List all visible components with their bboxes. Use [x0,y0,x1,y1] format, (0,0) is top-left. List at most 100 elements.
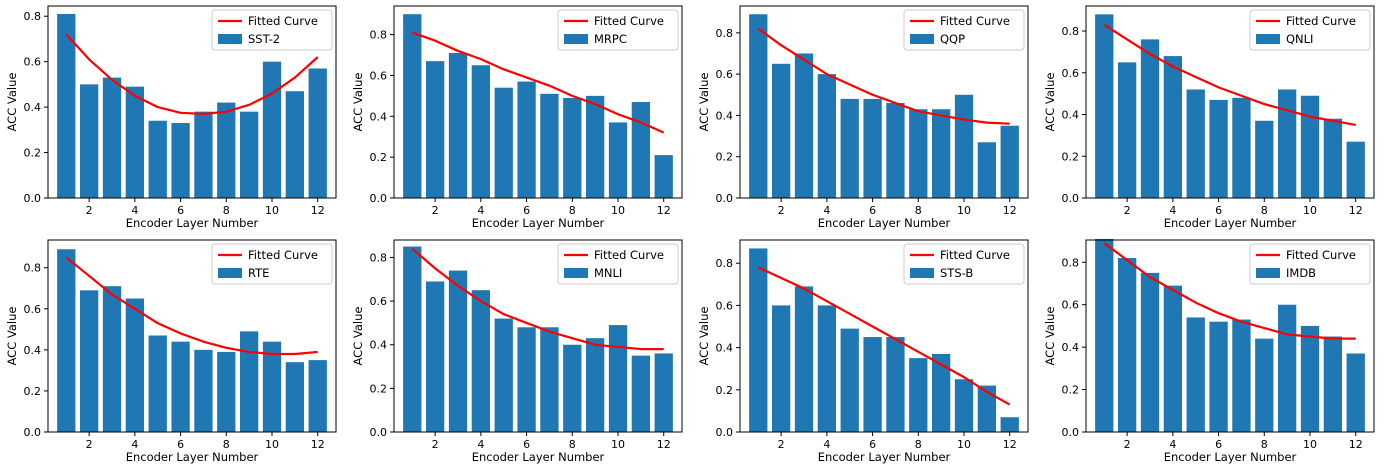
chart-panel: 0.0 0.2 0.4 0.6 0.8 2 4 6 8 10 12 Encoder Layer Num… [692,234,1038,468]
bar [125,298,144,432]
x-tick-label: 12 [657,204,671,217]
bar [1118,258,1137,432]
y-tick-label: 0.8 [24,10,42,23]
bar [772,63,791,199]
x-tick-label: 10 [611,204,625,217]
x-tick-label: 6 [1215,438,1222,451]
bar [1255,338,1274,432]
chart-svg: 0.0 0.2 0.4 0.6 0.8 2 4 6 8 10 12 Encoder Layer Num… [5,239,337,464]
bar [448,270,468,432]
bar [471,290,490,432]
y-tick-label: 0.6 [716,299,734,312]
chart-panel: 0.0 0.2 0.4 0.6 0.8 2 4 6 8 10 12 Encoder Layer Num… [1038,234,1384,468]
y-tick-label: 0.4 [1062,109,1080,122]
bar [1163,285,1182,432]
y-tick-label: 0.4 [716,342,734,355]
bar [749,248,768,432]
legend: Fitted Curve MNLI [557,243,679,285]
bar [954,379,974,432]
bar [540,327,559,432]
x-tick-label: 4 [131,204,138,217]
bar [1255,120,1274,198]
y-tick-label: 0.0 [1062,192,1080,205]
x-tick-label: 6 [177,438,184,451]
y-tick-label: 0.0 [24,426,42,439]
bar [217,102,236,198]
bar [1209,321,1228,432]
y-tick-label: 0.8 [1062,256,1080,269]
bar [403,246,422,432]
chart-panel: 0.0 0.2 0.4 0.6 0.8 2 4 6 8 10 12 Encoder Layer Num… [0,234,346,468]
y-tick-label: 0.6 [716,68,734,81]
legend-bar-swatch [1256,34,1280,44]
legend-series-label: RTE [248,266,269,280]
y-tick-label: 0.0 [24,192,42,205]
y-tick-label: 0.0 [716,192,734,205]
bar [817,74,836,198]
bar [308,360,327,432]
x-axis-label: Encoder Layer Number [126,450,259,464]
bar [148,335,167,432]
y-axis-label: ACC Value [351,73,365,132]
fitted-curve-line [65,33,319,116]
bar [1095,238,1114,432]
bar [194,111,213,198]
bar [426,61,445,199]
bar [448,52,468,199]
x-tick-label: 4 [477,438,484,451]
bar [586,95,605,198]
x-tick-label: 8 [1261,204,1268,217]
legend-fit-label: Fitted Curve [940,248,1010,262]
axes-frame [393,239,683,433]
bar [1278,304,1297,432]
fitted-curve-line [411,31,665,134]
bar [125,86,144,198]
bar [148,120,167,198]
bar [977,142,996,198]
bar [262,341,282,432]
bar [403,14,422,199]
bar [1140,39,1160,198]
x-tick-label: 4 [131,438,138,451]
x-tick-label: 8 [569,204,576,217]
y-tick-label: 0.2 [1062,150,1080,163]
bar [654,155,673,198]
bar [1232,97,1251,198]
axes-frame [47,5,337,199]
axes-frame [739,5,1029,199]
bar [932,353,951,432]
y-tick-label: 0.0 [716,426,734,439]
y-tick-label: 0.4 [1062,341,1080,354]
legend-bar-swatch [564,34,588,44]
bar [171,341,190,432]
x-tick-label: 10 [265,204,279,217]
x-tick-label: 12 [1003,438,1017,451]
bar [262,61,282,198]
axes-frame [47,239,337,433]
legend-series-label: SST-2 [248,32,280,46]
bar [1140,272,1160,432]
bar [217,351,236,432]
x-tick-label: 12 [1349,438,1363,451]
bar [240,331,259,432]
x-tick-label: 10 [957,204,971,217]
legend-series-label: MNLI [594,266,622,280]
bar [977,385,996,432]
y-axis-label: ACC Value [1043,73,1057,132]
legend-fit-label: Fitted Curve [1286,248,1356,262]
x-tick-label: 4 [1169,438,1176,451]
bar [1209,99,1228,198]
legend-fit-label: Fitted Curve [1286,14,1356,28]
y-tick-label: 0.6 [1062,299,1080,312]
x-axis-label: Encoder Layer Number [1164,216,1297,230]
legend: Fitted Curve MRPC [557,9,679,51]
x-tick-label: 4 [1169,204,1176,217]
y-tick-label: 0.2 [24,147,42,160]
x-tick-label: 2 [432,204,439,217]
chart-panel: 0.0 0.2 0.4 0.6 0.8 2 4 6 8 10 12 Encoder Layer Num… [346,0,692,234]
x-tick-label: 8 [569,438,576,451]
bar [863,337,882,432]
bar [1095,14,1114,198]
bar [1300,325,1320,432]
y-tick-label: 0.6 [24,303,42,316]
